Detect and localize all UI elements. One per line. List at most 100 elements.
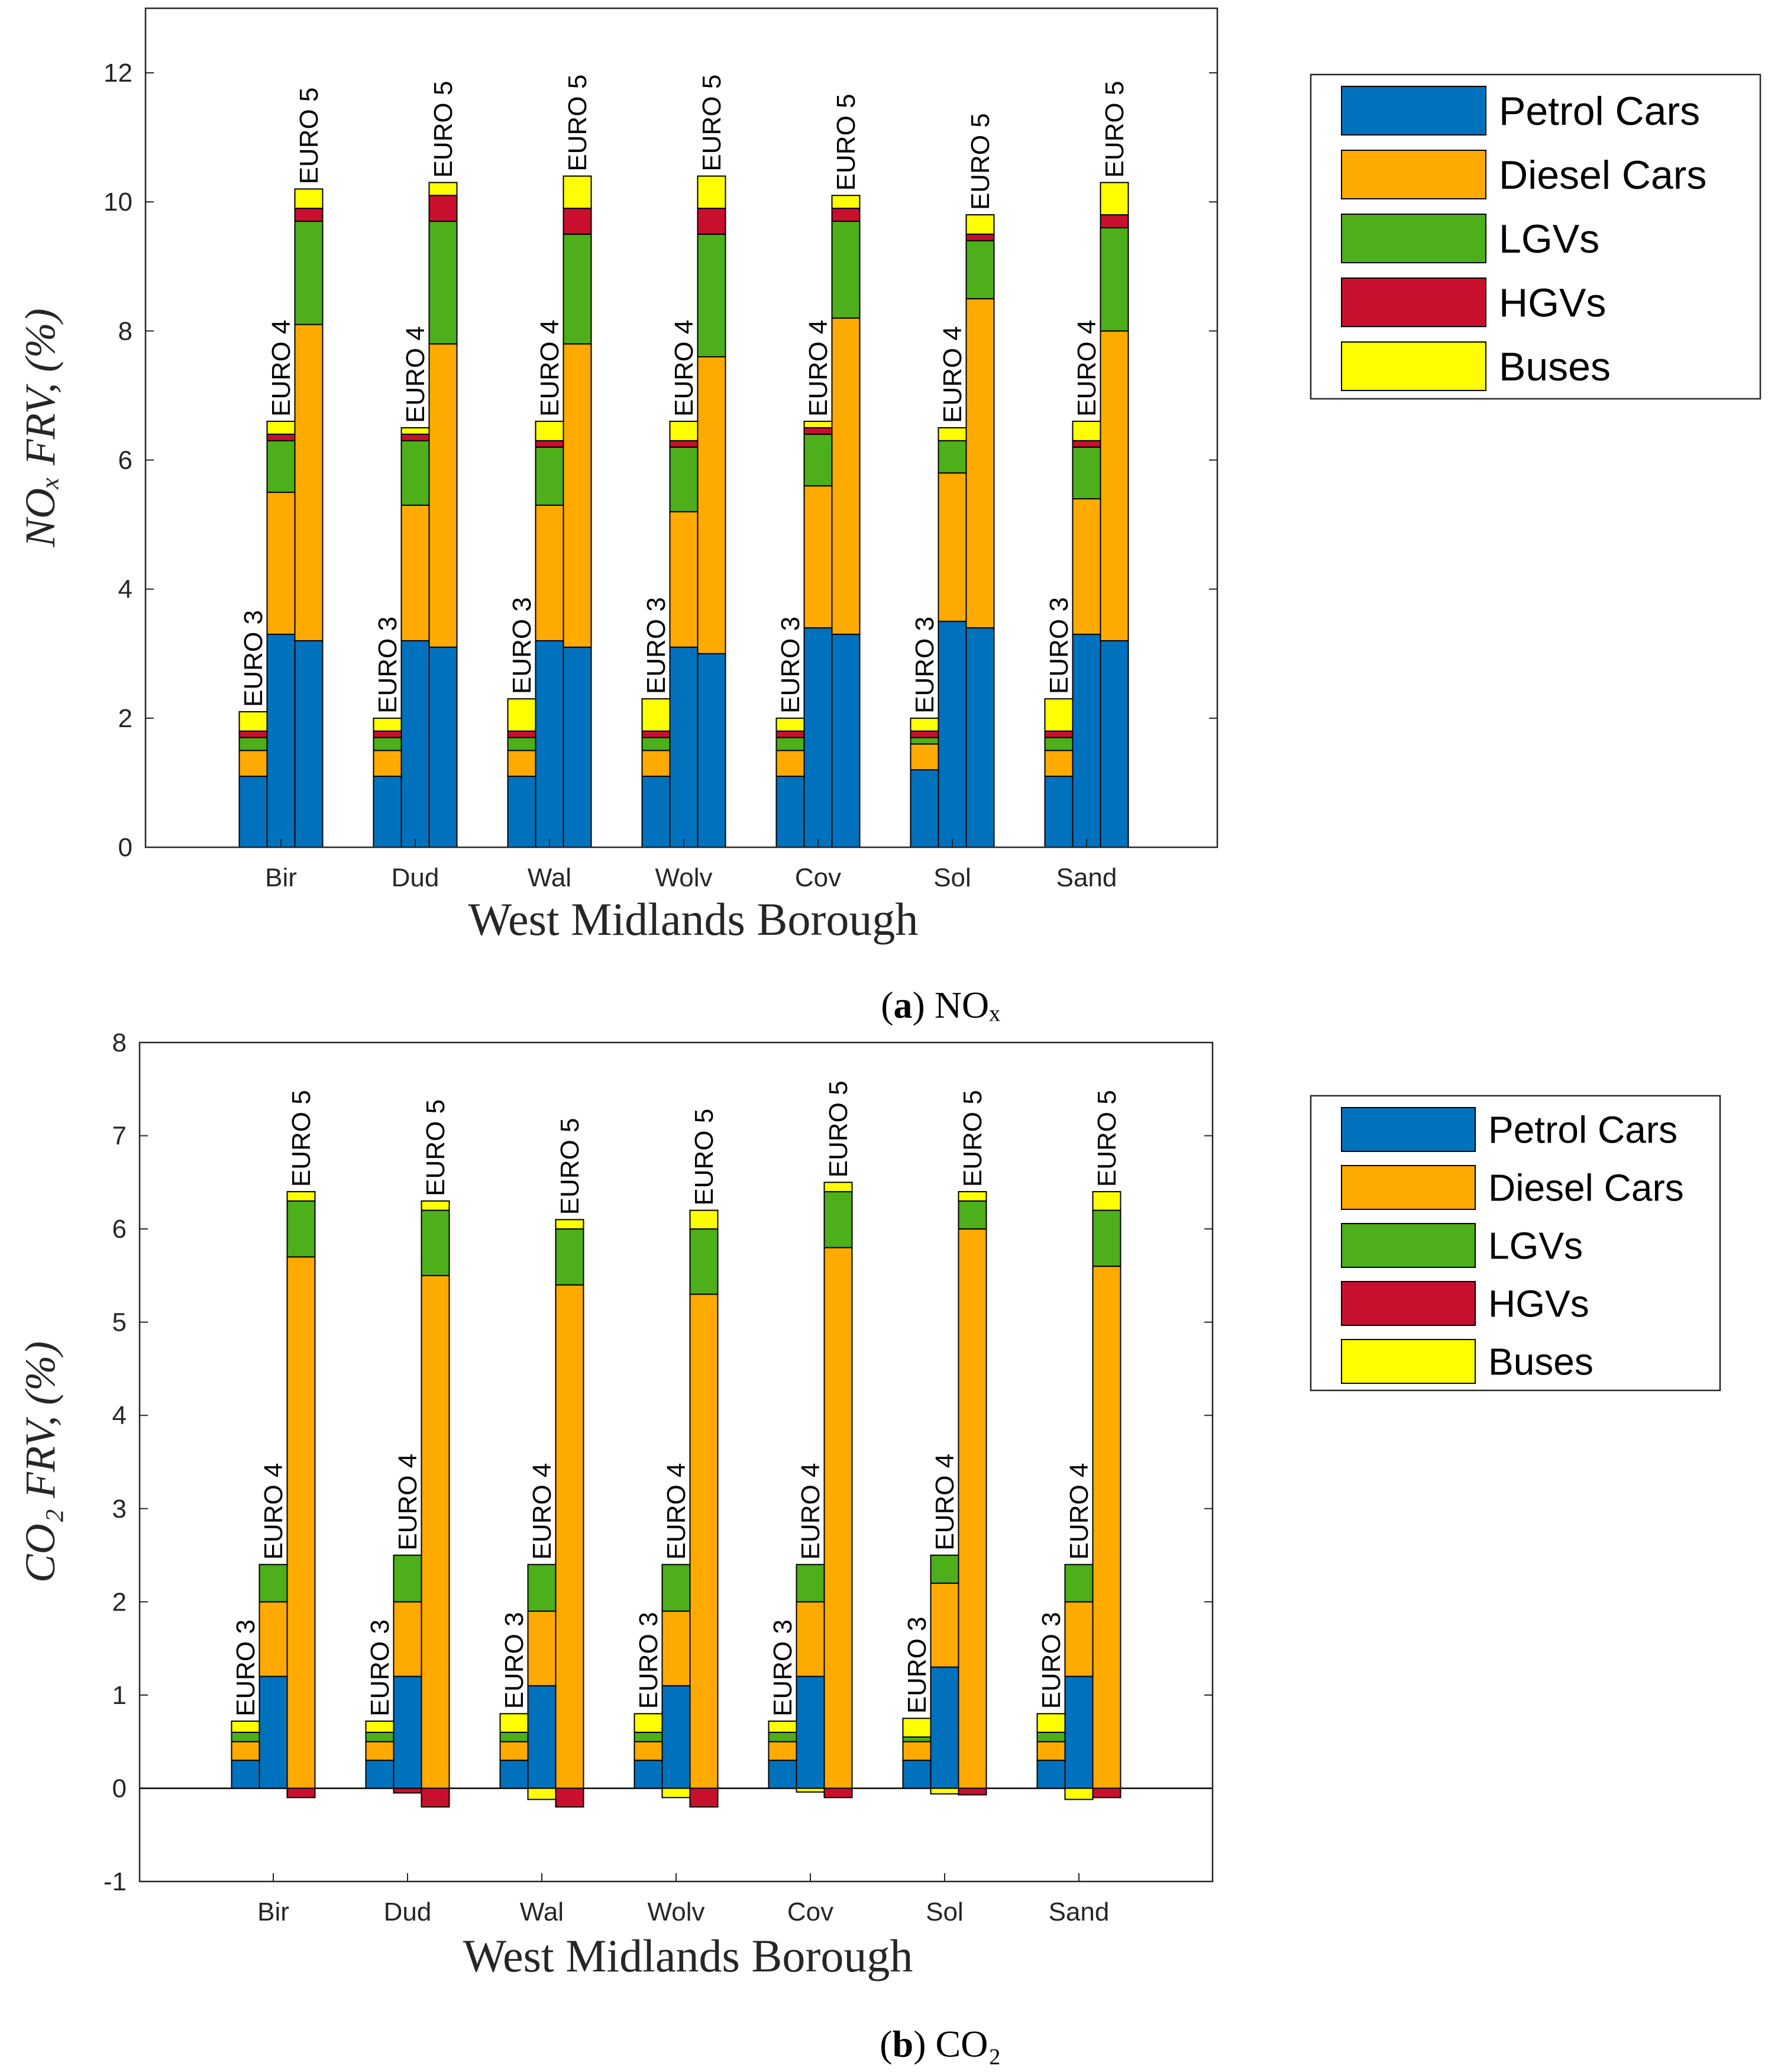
bar-label-euro: EURO 5 xyxy=(287,1090,316,1187)
y-tick-label: 8 xyxy=(118,317,132,346)
bar-segment-diesel-cars xyxy=(902,1741,932,1761)
bar-segment-diesel-cars xyxy=(669,511,699,648)
legend-swatch-hgvs xyxy=(1341,277,1486,327)
plot-frame xyxy=(138,1041,1214,1883)
bar-segment-hgvs xyxy=(803,427,833,435)
bar-segment-diesel-cars xyxy=(1036,1741,1066,1761)
bar-group-cov: EURO 3 EURO 4 EURO 5 xyxy=(768,1081,853,1799)
bar-segment-diesel-cars xyxy=(421,1274,450,1789)
bar-label-euro: EURO 4 xyxy=(938,326,967,423)
bar-label-euro: EURO 3 xyxy=(366,1619,395,1716)
bar-segment-diesel-cars xyxy=(697,356,726,654)
y-tick-label: 5 xyxy=(112,1308,127,1337)
bar-segment-petrol-cars xyxy=(266,634,296,848)
bar-segment-petrol-cars xyxy=(1072,634,1101,848)
bar-segment-lgvs xyxy=(902,1736,932,1742)
bar-segment-hgvs xyxy=(831,208,861,222)
legend: Petrol Cars Diesel Cars LGVs HGVs Buses xyxy=(1310,73,1761,400)
bar-segment-diesel-cars xyxy=(938,472,967,622)
bar-segment-petrol-cars xyxy=(1036,1760,1066,1789)
bar-label-euro: EURO 4 xyxy=(528,1463,557,1560)
legend-label-lgvs: LGVs xyxy=(1499,217,1599,262)
bar-segment-petrol-cars xyxy=(633,1760,663,1789)
y-tick-label: 7 xyxy=(112,1122,127,1151)
bar-segment-diesel-cars xyxy=(689,1293,719,1789)
bar-segment-diesel-cars xyxy=(633,1741,663,1761)
bar-segment-diesel-cars xyxy=(365,1741,395,1761)
bar-segment-petrol-cars xyxy=(238,776,268,848)
bar-segment-petrol-cars xyxy=(1044,776,1074,848)
bar-group-sand: EURO 3 EURO 4 EURO 5 xyxy=(1036,1090,1121,1800)
bar-segment-buses xyxy=(535,421,564,441)
y-tick-label: 12 xyxy=(104,59,132,88)
panel-caption: (b) CO₂ xyxy=(880,2023,1001,2065)
bar-segment-buses xyxy=(563,175,592,209)
bar-segment-lgvs xyxy=(641,737,671,751)
y-tick-label: 6 xyxy=(112,1215,127,1244)
y-axis-label: CO₂ FRV, (%) xyxy=(17,1341,64,1583)
bar-segment-petrol-cars xyxy=(393,1676,422,1789)
bar-label-euro: EURO 4 xyxy=(267,319,296,417)
bar-segment-buses xyxy=(902,1718,932,1738)
bar-segment-hgvs xyxy=(1100,214,1129,228)
bar-segment-lgvs xyxy=(527,1564,557,1612)
bar-segment-hgvs xyxy=(697,208,726,235)
x-tick-label: Bir xyxy=(265,863,297,892)
legend-swatch-petrol-cars xyxy=(1341,1107,1476,1152)
bar-segment-hgvs xyxy=(400,433,430,441)
bar-segment-buses xyxy=(697,175,726,209)
bar-group-wal: EURO 3 EURO 4 EURO 5 xyxy=(499,1118,584,1808)
bar-segment-buses xyxy=(400,427,430,435)
y-tick-label: 2 xyxy=(118,704,132,733)
legend-swatch-petrol-cars xyxy=(1341,86,1486,135)
bar-segment-lgvs xyxy=(1092,1209,1121,1267)
bar-label-euro: EURO 3 xyxy=(1037,1612,1066,1709)
legend-label-buses: Buses xyxy=(1499,344,1611,389)
bar-segment-buses xyxy=(266,421,296,435)
bar-segment-lgvs xyxy=(796,1564,825,1603)
bar-segment-lgvs xyxy=(373,737,402,751)
bar-segment-lgvs xyxy=(831,220,861,319)
bar-segment-diesel-cars xyxy=(958,1228,987,1789)
bar-segment-petrol-cars xyxy=(930,1666,959,1789)
bar-segment-diesel-cars xyxy=(803,485,833,629)
bar-segment-diesel-cars xyxy=(266,492,296,635)
bar-label-euro: EURO 5 xyxy=(1100,81,1129,178)
bar-segment-buses xyxy=(768,1721,797,1733)
bar-segment-lgvs xyxy=(661,1564,691,1612)
bar-segment-lgvs xyxy=(238,737,268,751)
bar-segment-buses xyxy=(286,1191,316,1202)
bar-segment-diesel-cars xyxy=(555,1284,584,1789)
bar-segment-hgvs xyxy=(507,730,536,738)
bar-segment-lgvs xyxy=(823,1191,853,1248)
bar-segment-buses xyxy=(1064,1787,1094,1800)
bar-label-euro: EURO 4 xyxy=(670,319,699,417)
bar-segment-diesel-cars xyxy=(373,750,402,777)
bar-segment-hgvs xyxy=(286,1787,316,1799)
x-tick-label: Dud xyxy=(384,1897,432,1926)
bar-segment-buses xyxy=(1036,1713,1066,1733)
x-axis-label: West Midlands Borough xyxy=(463,1930,913,1981)
bar-segment-petrol-cars xyxy=(910,769,939,848)
bar-segment-buses xyxy=(421,1200,450,1211)
legend-label-petrol-cars: Petrol Cars xyxy=(1499,89,1700,134)
bar-group-bir: EURO 3 EURO 4 EURO 5 xyxy=(238,88,324,848)
bar-segment-diesel-cars xyxy=(796,1601,825,1677)
bar-segment-lgvs xyxy=(938,440,967,474)
bar-segment-hgvs xyxy=(266,433,296,441)
bar-segment-hgvs xyxy=(555,1787,584,1808)
bar-segment-lgvs xyxy=(499,1731,529,1742)
legend-label-lgvs: LGVs xyxy=(1488,1224,1583,1267)
bar-segment-lgvs xyxy=(965,240,995,299)
bar-label-euro: EURO 3 xyxy=(508,597,536,694)
bar-segment-hgvs xyxy=(294,208,324,222)
bar-segment-lgvs xyxy=(393,1554,422,1603)
bar-label-euro: EURO 3 xyxy=(642,597,671,694)
bar-label-euro: EURO 5 xyxy=(958,1090,987,1187)
bar-segment-lgvs xyxy=(535,446,564,506)
bar-segment-diesel-cars xyxy=(1100,330,1129,641)
bar-segment-diesel-cars xyxy=(930,1582,959,1668)
legend-swatch-lgvs xyxy=(1341,1223,1476,1268)
legend-label-hgvs: HGVs xyxy=(1499,280,1606,325)
